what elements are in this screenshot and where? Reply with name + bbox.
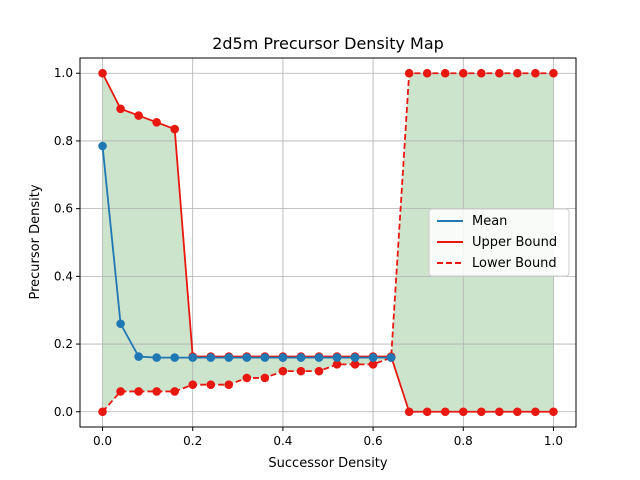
data-point-lower-bound [314, 366, 324, 376]
data-point-lower-bound [296, 366, 306, 376]
y-tick-label: 0.8 [54, 134, 73, 148]
data-point-upper-bound [458, 407, 468, 417]
data-point-lower-bound [440, 68, 450, 78]
data-point-lower-bound [260, 373, 270, 383]
data-point-upper-bound [513, 407, 522, 417]
data-point-mean [170, 353, 179, 362]
y-axis-ticks: 0.0 0.2 0.4 0.6 0.8 1.0 [54, 66, 80, 419]
y-tick-label: 0.0 [54, 405, 73, 419]
x-tick-label: 0.6 [364, 434, 383, 448]
data-point-upper-bound [152, 118, 161, 127]
x-tick-label: 0.0 [93, 434, 112, 448]
y-tick-label: 0.4 [54, 269, 73, 283]
data-point-upper-bound [549, 407, 558, 417]
series-mean [98, 141, 396, 362]
bounds-fill-area [102, 73, 554, 412]
y-tick-label: 0.6 [54, 202, 73, 216]
data-point-upper-bound [404, 407, 414, 417]
data-point-lower-bound [350, 360, 360, 369]
legend: Mean Upper Bound Lower Bound [428, 208, 570, 277]
x-tick-label: 0.4 [273, 434, 292, 448]
data-point-lower-bound [134, 387, 143, 396]
data-point-lower-bound [332, 360, 342, 369]
data-point-mean [206, 353, 216, 362]
data-point-mean [242, 353, 252, 362]
y-tick-label: 0.2 [54, 337, 73, 351]
data-point-lower-bound [513, 68, 522, 78]
data-point-lower-bound [404, 68, 414, 78]
y-tick-label: 1.0 [54, 66, 73, 80]
data-point-lower-bound [98, 407, 107, 417]
data-point-lower-bound [495, 68, 504, 78]
legend-label-upper-bound: Upper Bound [472, 235, 557, 250]
data-point-mean [386, 353, 396, 362]
x-tick-label: 0.2 [183, 434, 202, 448]
y-axis-label: Precursor Density [28, 184, 43, 299]
data-point-upper-bound [170, 124, 179, 134]
data-point-mean [368, 353, 378, 362]
data-point-lower-bound [278, 366, 288, 376]
data-point-lower-bound [422, 68, 432, 78]
chart-title: 2d5m Precursor Density Map [212, 34, 444, 53]
data-point-mean [134, 352, 143, 361]
data-point-lower-bound [242, 373, 252, 383]
data-point-lower-bound [206, 380, 216, 389]
data-point-lower-bound [188, 380, 198, 389]
data-point-mean [152, 353, 161, 362]
data-point-mean [296, 353, 306, 362]
data-point-lower-bound [531, 68, 540, 78]
x-tick-label: 0.8 [454, 434, 473, 448]
data-point-lower-bound [170, 387, 179, 396]
data-point-mean [116, 319, 125, 329]
data-point-upper-bound [495, 407, 504, 417]
data-point-upper-bound [477, 407, 486, 417]
series-group [98, 68, 558, 417]
data-point-upper-bound [422, 407, 432, 417]
data-point-mean [350, 353, 360, 362]
legend-label-mean: Mean [472, 214, 507, 229]
legend-label-lower-bound: Lower Bound [472, 256, 557, 271]
data-point-lower-bound [458, 68, 468, 78]
data-point-lower-bound [368, 360, 378, 369]
data-point-mean [260, 353, 270, 362]
series-lower-bound [98, 68, 558, 417]
data-point-mean [188, 353, 198, 362]
plot-frame [79, 57, 577, 428]
data-point-lower-bound [477, 68, 486, 78]
data-point-lower-bound [224, 380, 234, 389]
data-point-upper-bound [440, 407, 450, 417]
data-point-upper-bound [134, 111, 143, 120]
bounds-fill-polygon [102, 73, 554, 412]
data-point-mean [98, 141, 107, 151]
data-point-mean [224, 353, 234, 362]
data-point-mean [332, 353, 342, 362]
data-point-mean [314, 353, 324, 362]
x-tick-label: 1.0 [544, 434, 563, 448]
x-axis-label: Successor Density [268, 456, 387, 471]
data-point-lower-bound [549, 68, 558, 78]
data-point-upper-bound [98, 68, 107, 78]
x-axis-ticks: 0.0 0.2 0.4 0.6 0.8 1.0 [93, 427, 563, 448]
data-point-lower-bound [152, 387, 161, 396]
data-point-mean [278, 353, 288, 362]
legend-box [428, 208, 570, 277]
data-point-lower-bound [116, 387, 125, 396]
data-point-upper-bound [531, 407, 540, 417]
data-point-upper-bound [116, 104, 125, 114]
